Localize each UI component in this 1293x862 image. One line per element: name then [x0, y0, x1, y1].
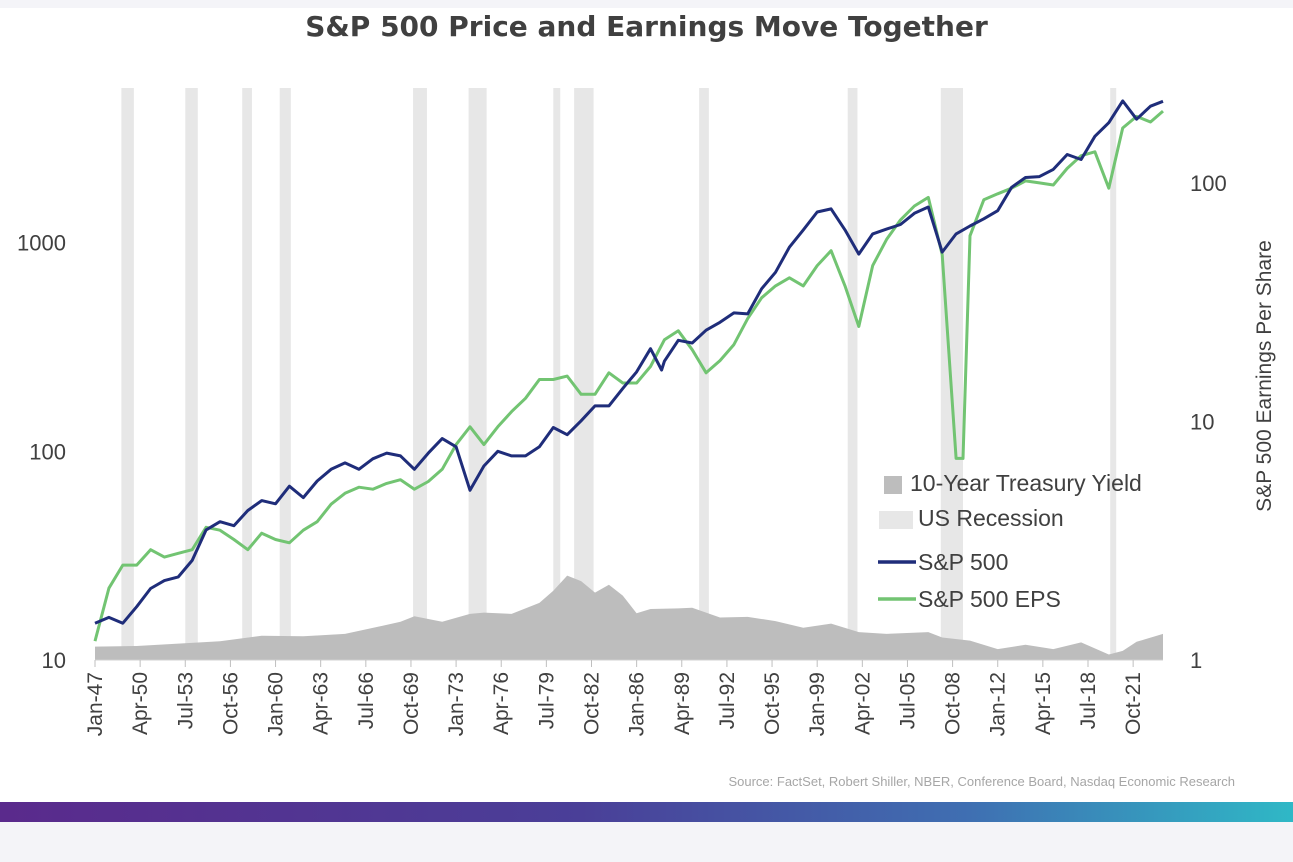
x-tick-label: Apr-15 [1032, 672, 1055, 735]
y-left-tick-label: 1000 [17, 231, 66, 256]
chart-title: S&P 500 Price and Earnings Move Together [305, 10, 988, 43]
legend-label-eps: S&P 500 EPS [918, 586, 1061, 612]
x-axis: Jan-47 Apr-50 Jul-53 Oct-56 Jan-60 Apr-63 Jul-… [84, 659, 1163, 736]
legend-label-recession: US Recession [918, 505, 1064, 531]
chart-svg: Jan-47 Apr-50 Jul-53 Oct-56 Jan-60 Apr-63 Jul-… [17, 88, 1276, 736]
recession-band-8 [699, 88, 709, 660]
recession-band-9 [847, 88, 858, 660]
x-tick-label: Jul-18 [1077, 672, 1100, 729]
series-10-year-treasury-yield-area [95, 575, 1163, 660]
x-tick-label: Jul-79 [535, 672, 558, 729]
recession-band-1 [185, 88, 198, 660]
y-axis-right-label: S&P 500 Earnings Per Share [1253, 240, 1276, 512]
recession-band-11 [1110, 88, 1117, 660]
recession-band-2 [242, 88, 252, 660]
x-tick-label: Oct-56 [219, 672, 242, 735]
x-tick-label: Apr-89 [671, 672, 694, 735]
y-right-tick-label: 1 [1190, 648, 1202, 673]
y-right-tick-label: 100 [1190, 171, 1227, 196]
x-tick-label: Apr-02 [851, 672, 874, 735]
chart-frame: S&P 500 Price and Earnings Move Together… [0, 8, 1293, 802]
recession-band-3 [279, 88, 291, 660]
y-axis-right: 1 10 100 [1190, 171, 1227, 673]
x-tick-label: Jul-92 [716, 672, 739, 729]
x-tick-label: Jan-60 [265, 672, 288, 736]
series-sp500-line [94, 99, 1164, 625]
footer-gradient-bar [0, 802, 1293, 822]
recession-band-4 [413, 88, 427, 660]
x-tick-label: Jan-12 [987, 672, 1010, 736]
x-tick-label: Oct-82 [581, 672, 604, 735]
y-axis-left: 10 100 1000 [17, 231, 66, 673]
series-sp500-eps-line [93, 109, 1164, 642]
x-tick-label: Apr-76 [490, 672, 513, 735]
source-note: Source: FactSet, Robert Shiller, NBER, C… [728, 774, 1235, 789]
recession-band-6 [553, 88, 561, 660]
x-tick-label: Oct-95 [761, 672, 784, 735]
legend-label-treasury: 10-Year Treasury Yield [910, 470, 1142, 496]
legend: 10-Year Treasury Yield US Recession S&P … [878, 470, 1142, 612]
recession-band-0 [121, 88, 134, 660]
x-tick-label: Jul-53 [174, 672, 197, 729]
x-tick-label: Jan-86 [626, 672, 649, 736]
recession-band-7 [574, 88, 594, 660]
y-left-tick-label: 10 [42, 648, 66, 673]
x-tick-label: Oct-21 [1122, 672, 1145, 735]
x-tick-label: Oct-08 [942, 672, 965, 735]
recession-bands [121, 88, 1117, 660]
x-tick-label: Jan-73 [445, 672, 468, 736]
legend-swatch-treasury [884, 476, 902, 494]
legend-swatch-recession [879, 511, 913, 529]
x-tick-label: Apr-50 [129, 672, 152, 735]
x-tick-label: Oct-69 [400, 672, 423, 735]
legend-label-sp500: S&P 500 [918, 549, 1008, 575]
y-left-tick-label: 100 [29, 439, 66, 464]
x-tick-label: Jan-47 [84, 672, 107, 736]
x-tick-label: Jul-05 [896, 672, 919, 729]
recession-band-10 [940, 88, 964, 660]
recession-band-5 [468, 88, 487, 660]
x-tick-label: Apr-63 [310, 672, 333, 735]
x-tick-label: Jan-99 [806, 672, 829, 736]
x-tick-label: Jul-66 [355, 672, 378, 729]
y-right-tick-label: 10 [1190, 409, 1214, 434]
